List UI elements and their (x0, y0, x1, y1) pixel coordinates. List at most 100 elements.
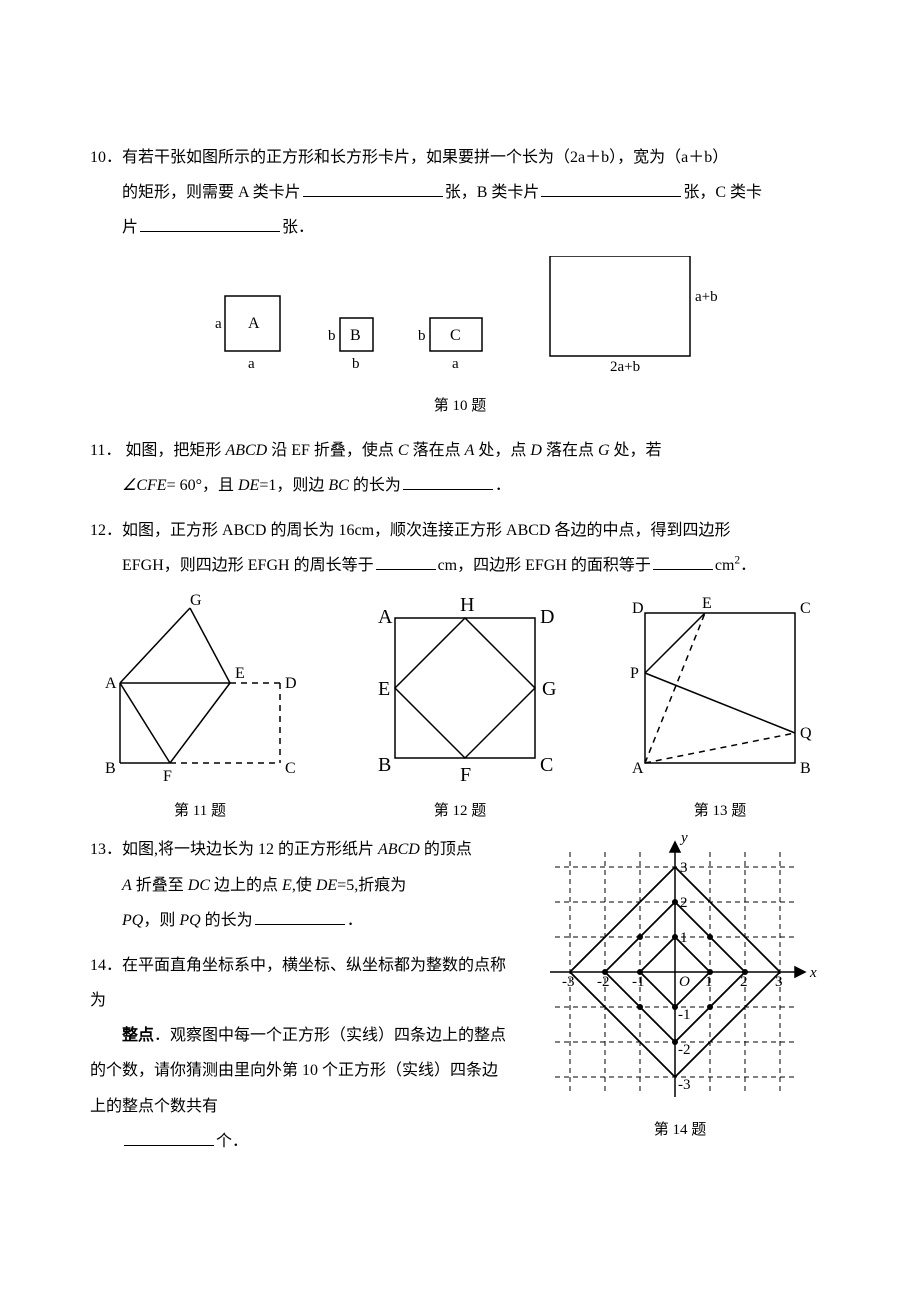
fig11-caption: 第 11 题 (100, 795, 300, 828)
q11-tf: 处，若 (610, 442, 662, 459)
svg-text:H: H (460, 594, 474, 616)
svg-text:E: E (378, 678, 390, 700)
q10-C-bottom: a (452, 356, 459, 372)
svg-text:2: 2 (680, 895, 688, 911)
q11-tb: 沿 EF 折叠，使点 (267, 442, 398, 459)
svg-text:O: O (679, 974, 690, 990)
q10-text-a: 有若干张如图所示的正方形和长方形卡片，如果要拼一个长为（2a＋b），宽为（a＋b… (122, 149, 728, 166)
col-left: 13．如图,将一块边长为 12 的正方形纸片 ABCD 的顶点 A 折叠至 DC… (90, 832, 510, 1169)
q11-th: =1，则边 (259, 477, 328, 494)
q10-figure: a A a b B b b C a 2a+b a+b (200, 256, 720, 386)
q11-angle: ∠CFE (122, 477, 167, 494)
fig14: x y -3 -2 -1 O 1 2 3 3 2 1 -1 -2 -3 (530, 832, 820, 1112)
svg-text:C: C (540, 754, 553, 776)
svg-text:A: A (105, 675, 117, 692)
q13-ta: 如图,将一块边长为 12 的正方形纸片 (122, 841, 378, 858)
q10-C-label: C (450, 327, 461, 344)
q14-blank[interactable] (124, 1129, 214, 1146)
question-13: 13．如图,将一块边长为 12 的正方形纸片 ABCD 的顶点 A 折叠至 DC… (90, 832, 510, 938)
svg-text:F: F (460, 764, 471, 786)
q11-a: A (465, 442, 475, 459)
q13-number: 13． (90, 841, 122, 858)
svg-text:y: y (679, 832, 688, 846)
q10-text-d: 张，C 类卡 (683, 184, 762, 201)
q10-blank-1[interactable] (303, 180, 443, 197)
q10-big-right: a+b (695, 289, 718, 305)
q11-tj: ． (495, 477, 511, 494)
q10-caption: 第 10 题 (90, 390, 830, 423)
q10-B-left: b (328, 328, 336, 344)
q12-td: cm (715, 557, 735, 574)
q10-B-label: B (350, 327, 361, 344)
q10-big-bottom: 2a+b (610, 359, 640, 375)
q10-figure-row: a A a b B b b C a 2a+b a+b (90, 256, 830, 386)
q12-ta: 如图，正方形 ABCD 的周长为 16cm，顺次连接正方形 ABCD 各边的中点… (122, 522, 730, 539)
fig11-wrap: A B C D E F G 第 11 题 (100, 593, 300, 828)
svg-text:2: 2 (740, 974, 748, 990)
q10-text-f: 张． (282, 219, 314, 236)
q12-te: ． (740, 557, 756, 574)
svg-text:-1: -1 (678, 1007, 691, 1023)
svg-text:G: G (542, 678, 556, 700)
fig13-caption: 第 13 题 (620, 795, 820, 828)
svg-text:B: B (105, 760, 116, 777)
q12-blank-1[interactable] (376, 553, 436, 570)
q11-blank[interactable] (403, 473, 493, 490)
svg-text:G: G (190, 593, 202, 609)
fig11: A B C D E F G (100, 593, 300, 793)
svg-text:3: 3 (775, 974, 783, 990)
q11-c: C (398, 442, 409, 459)
q10-A-left: a (215, 316, 222, 332)
fig-row-11-12-13: A B C D E F G 第 11 题 A D B C H E (90, 593, 830, 828)
q13-abcd: ABCD (378, 841, 420, 858)
svg-text:A: A (632, 760, 644, 777)
q11-td: 处，点 (474, 442, 530, 459)
col-right: x y -3 -2 -1 O 1 2 3 3 2 1 -1 -2 -3 (530, 832, 830, 1147)
fig13-wrap: D C A B E P Q 第 13 题 (620, 593, 820, 828)
svg-text:D: D (632, 600, 644, 617)
fig12-wrap: A D B C H E G F 第 12 题 (360, 593, 560, 828)
q11-te: 落在点 (542, 442, 598, 459)
svg-text:Q: Q (800, 725, 812, 742)
row-13-14: 13．如图,将一块边长为 12 的正方形纸片 ABCD 的顶点 A 折叠至 DC… (90, 832, 830, 1169)
q10-number: 10． (90, 149, 122, 166)
q12-blank-2[interactable] (653, 553, 713, 570)
q13-blank[interactable] (255, 908, 345, 925)
svg-text:F: F (163, 768, 172, 785)
fig12: A D B C H E G F (360, 593, 560, 793)
q10-blank-2[interactable] (541, 180, 681, 197)
q10-B-bottom: b (352, 356, 360, 372)
question-14: 14．在平面直角坐标系中，横坐标、纵坐标都为整数的点称为 整点．观察图中每一个正… (90, 948, 510, 1159)
fig14-caption: 第 14 题 (530, 1114, 830, 1147)
q14-bold: 整点 (122, 1027, 154, 1044)
svg-text:P: P (630, 665, 639, 682)
svg-text:B: B (800, 760, 811, 777)
question-10: 10．有若干张如图所示的正方形和长方形卡片，如果要拼一个长为（2a＋b），宽为（… (90, 140, 830, 423)
q10-text-c: 张，B 类卡片 (445, 184, 540, 201)
q12-tb: EFGH，则四边形 EFGH 的周长等于 (122, 557, 374, 574)
q11-de: DE (238, 477, 259, 494)
svg-text:E: E (235, 665, 245, 682)
q10-blank-3[interactable] (140, 215, 280, 232)
svg-text:C: C (800, 600, 811, 617)
q11-abcd: ABCD (225, 442, 267, 459)
q11-tc: 落在点 (409, 442, 465, 459)
q14-number: 14． (90, 957, 122, 974)
q14-tc: 个． (216, 1133, 248, 1150)
svg-text:3: 3 (680, 860, 688, 876)
svg-text:-1: -1 (632, 974, 645, 990)
svg-text:E: E (702, 595, 712, 612)
svg-text:x: x (809, 965, 817, 981)
svg-text:1: 1 (680, 930, 688, 946)
q12-tc: cm，四边形 EFGH 的面积等于 (438, 557, 651, 574)
q10-text-e: 片 (122, 219, 138, 236)
q10-A-bottom: a (248, 356, 255, 372)
question-11: 11． 如图，把矩形 ABCD 沿 EF 折叠，使点 C 落在点 A 处，点 D… (90, 433, 830, 503)
q11-d: D (530, 442, 542, 459)
svg-text:-3: -3 (562, 974, 575, 990)
svg-text:-2: -2 (597, 974, 610, 990)
q10-A-label: A (248, 315, 260, 332)
fig12-caption: 第 12 题 (360, 795, 560, 828)
svg-text:A: A (378, 606, 393, 628)
svg-text:1: 1 (705, 974, 713, 990)
